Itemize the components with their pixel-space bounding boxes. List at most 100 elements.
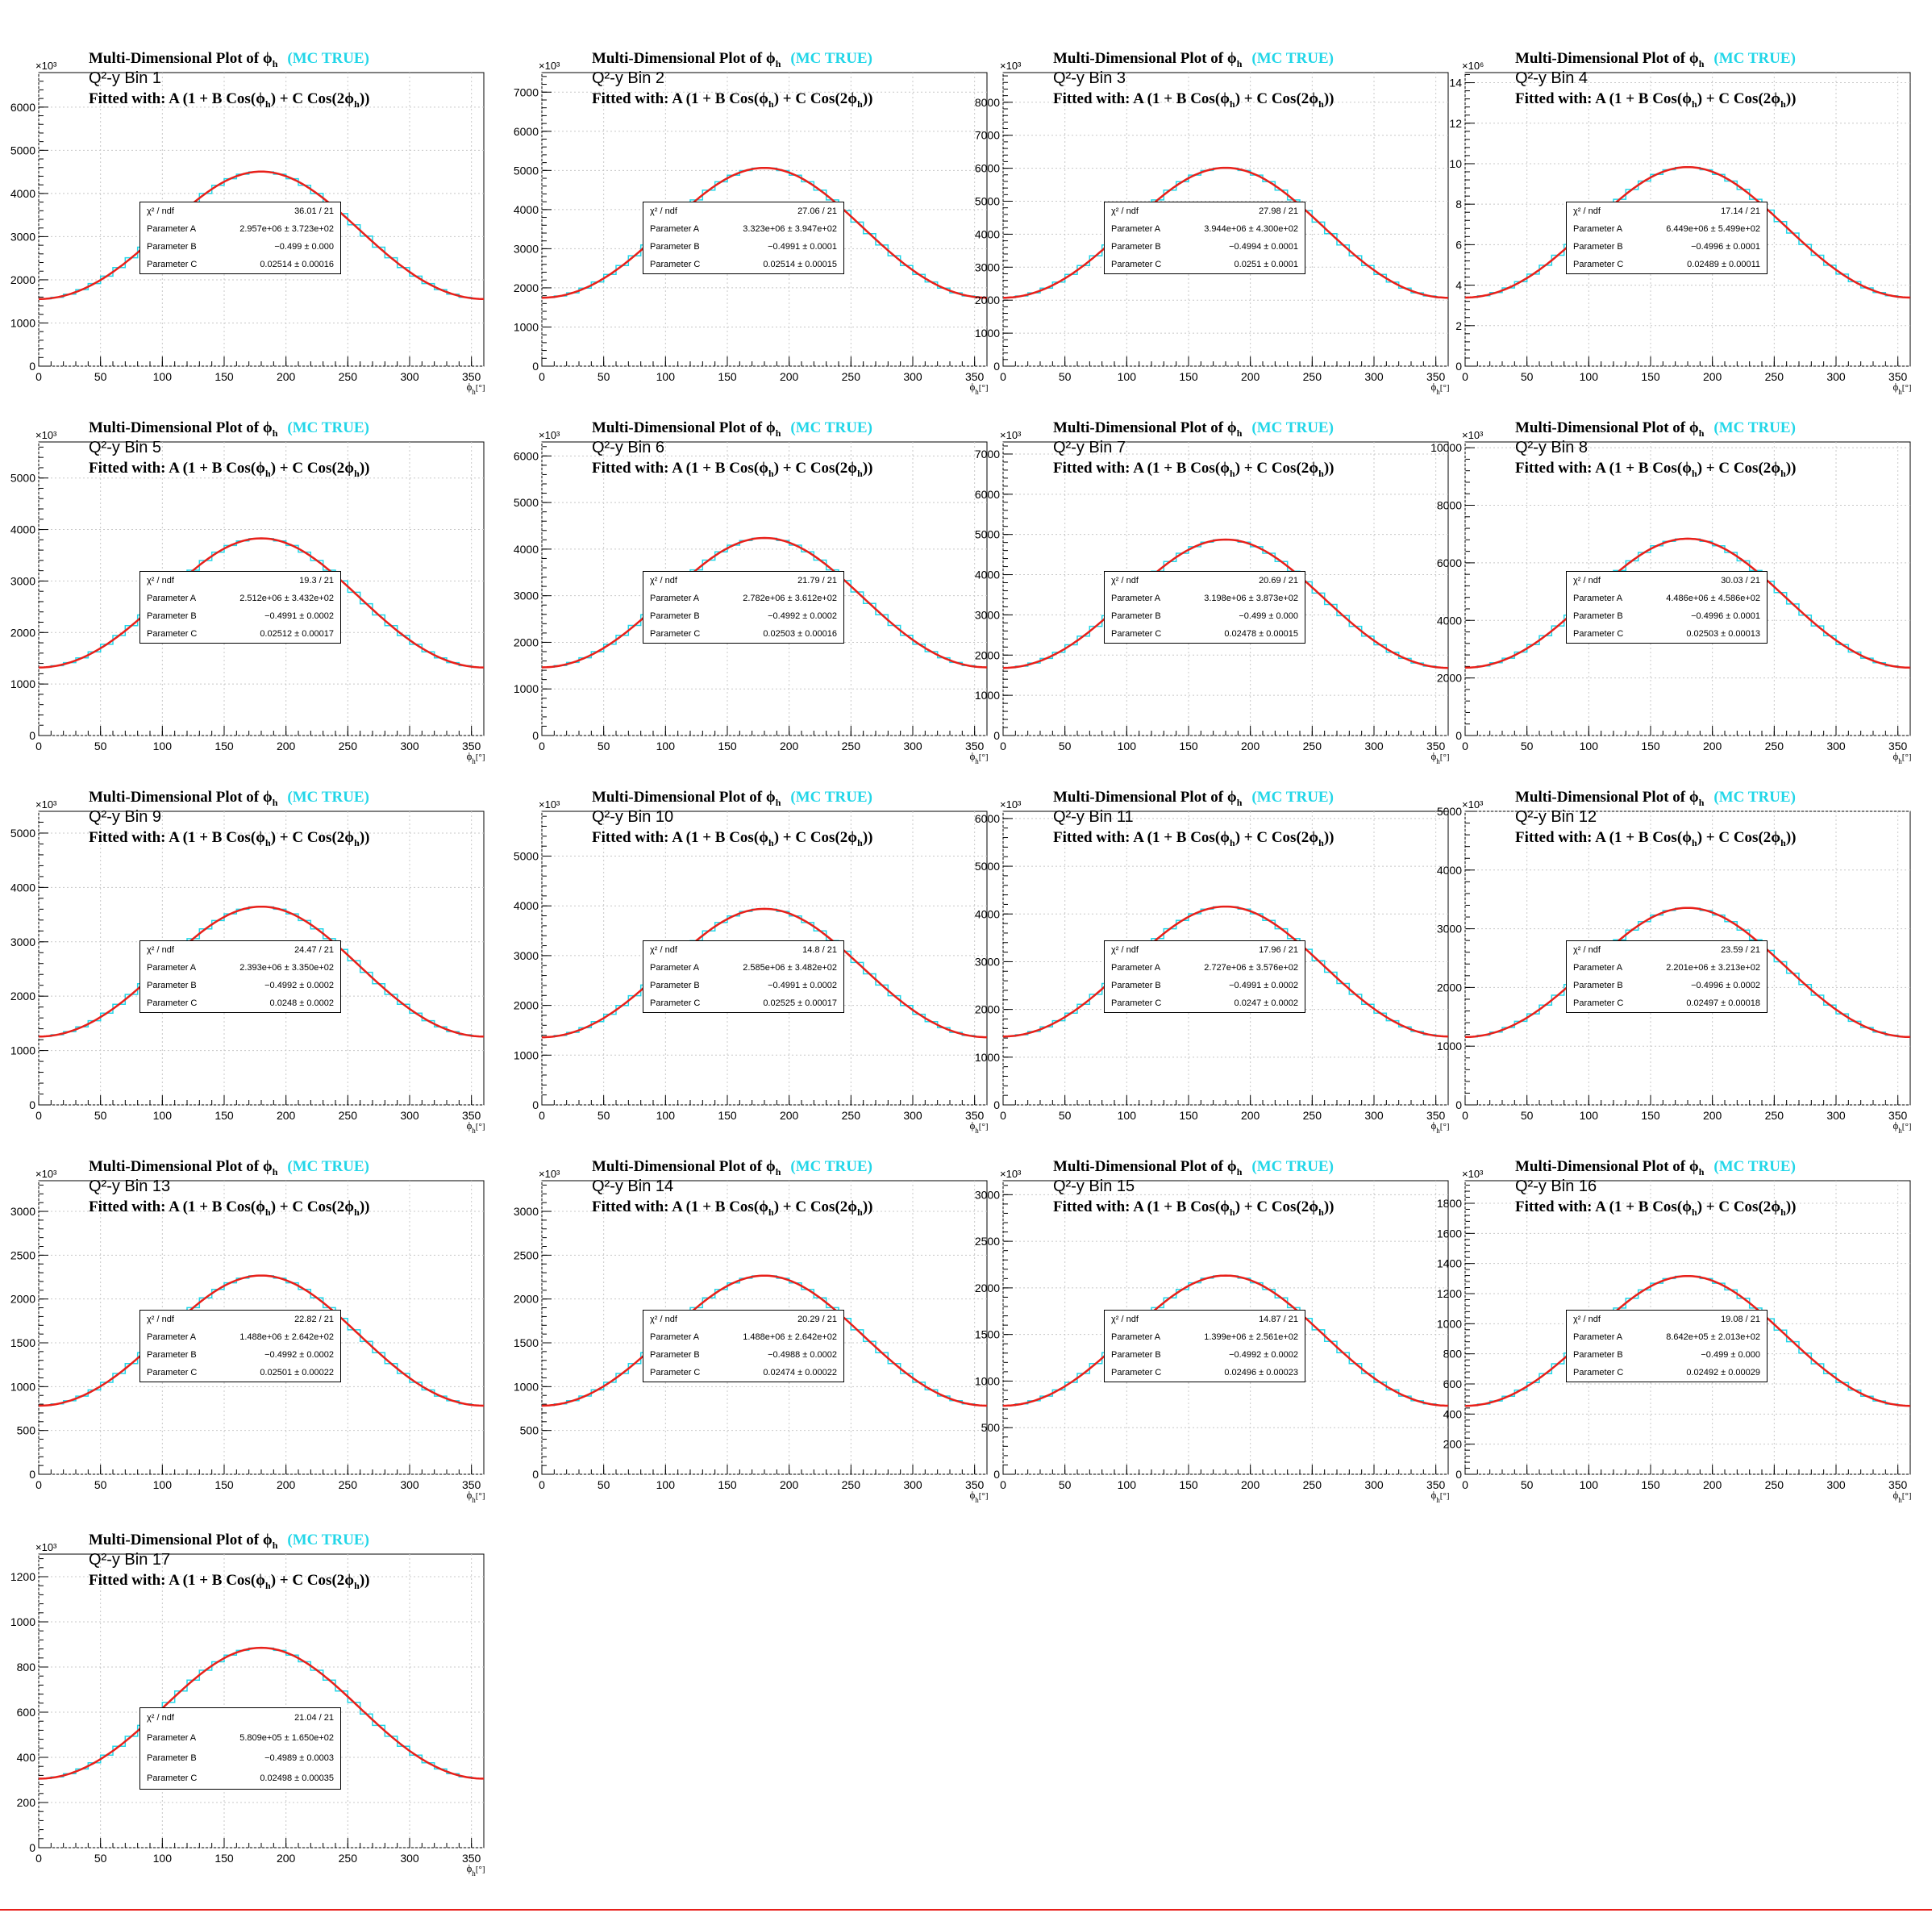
stats-label: Parameter C [1573,998,1624,1008]
fit-curve [542,907,987,1039]
stats-label: Parameter A [1111,594,1161,603]
stats-row: χ² / ndf 27.06 / 21 [643,202,843,220]
stats-value: 3.944e+06 ± 4.300e+02 [1204,224,1298,234]
x-tick-label: 100 [1118,1109,1137,1122]
x-tick-label: 50 [94,1852,107,1865]
fit-formula-part: ) + C Cos(2ϕ [1235,829,1319,846]
y-tick-label: 0 [29,1841,35,1854]
subscript: h [1780,467,1786,479]
stats-label: χ² / ndf [1111,945,1139,955]
y-tick-label: 2000 [975,1282,1000,1294]
stats-row: Parameter A 2.585e+06 ± 3.482e+02 [643,959,843,977]
fit-formula-label: Fitted with: A (1 + B Cos(ϕh) + C Cos(2ϕ… [89,1198,369,1219]
stats-value: 0.02496 ± 0.00023 [1224,1368,1298,1377]
fit-curve [1464,165,1911,299]
fit-formula-part: Fitted with: A (1 + B Cos(ϕ [1515,1198,1693,1215]
x-tick-label: 300 [1364,370,1384,383]
subscript: h [272,427,278,439]
stats-value: 19.08 / 21 [1721,1315,1760,1324]
x-axis-label: ϕh[°] [1430,1119,1449,1135]
y-tick-label: 4000 [10,523,35,536]
y-tick-label: 2000 [514,636,539,648]
y-tick-label: 7000 [514,85,539,98]
y-tick-label: 1000 [514,320,539,333]
x-tick-label: 100 [1580,1478,1599,1491]
x-tick-label: 50 [1059,370,1072,383]
x-tick-label: 350 [462,1852,481,1865]
x-tick-label: 0 [1462,740,1468,752]
fit-formula-part: ) + C Cos(2ϕ [270,1198,355,1215]
y-axis-exponent: ×10³ [1000,429,1022,441]
y-tick-label: 1000 [975,1374,1000,1387]
fit-formula-part: ) + C Cos(2ϕ [1697,829,1781,846]
stats-label: Parameter B [147,1753,197,1763]
fit-curve [541,1274,988,1407]
x-tick-label: 300 [1364,740,1384,752]
x-axis-label: ϕh[°] [1430,381,1449,396]
y-tick-label: 5000 [1437,805,1462,818]
x-tick-label: 0 [539,740,545,752]
x-tick-label: 350 [462,740,481,752]
x-tick-label: 150 [214,1478,234,1491]
x-tick-label: 300 [400,370,419,383]
title-phi: ϕ [765,789,776,806]
stats-row: χ² / ndf 21.04 / 21 [140,1708,340,1728]
fit-formula-part: Fitted with: A (1 + B Cos(ϕ [89,90,266,107]
y-axis-exponent: ×10³ [35,1541,57,1553]
fit-formula-part: )) [1323,829,1334,846]
fit-formula-part: ) + C Cos(2ϕ [773,90,858,107]
fit-formula-part: ) + C Cos(2ϕ [1697,460,1781,477]
stats-label: Parameter A [1573,224,1623,234]
fit-formula-part: )) [1323,1198,1334,1215]
stats-row: Parameter B −0.4991 ± 0.0002 [140,607,340,625]
stats-label: Parameter A [1573,1332,1623,1342]
fit-curve [1003,1274,1448,1407]
stats-value: −0.4992 ± 0.0002 [264,1350,334,1360]
y-tick-label: 1000 [10,1380,35,1393]
y-axis-exponent: ×10³ [1462,798,1484,811]
stats-value: 0.02503 ± 0.00013 [1686,629,1760,639]
x-tick-label: 100 [1580,1109,1599,1122]
stats-value: 2.782e+06 ± 3.612e+02 [743,594,837,603]
x-axis-label: ϕh[°] [1430,1489,1449,1504]
y-tick-label: 2000 [514,1293,539,1306]
panel-title: Multi-Dimensional Plot of ϕh (MC TRUE) [89,1532,369,1552]
stats-label: χ² / ndf [147,1713,174,1723]
fit-formula-label: Fitted with: A (1 + B Cos(ϕh) + C Cos(2ϕ… [1053,90,1334,110]
panel-title: Multi-Dimensional Plot of ϕh (MC TRUE) [1515,789,1796,809]
x-tick-label: 0 [35,370,42,383]
y-tick-label: 12 [1449,117,1462,130]
fit-formula-part: Fitted with: A (1 + B Cos(ϕ [89,1572,266,1589]
stats-row: χ² / ndf 20.29 / 21 [643,1311,843,1328]
title-text: Multi-Dimensional Plot of [592,419,763,436]
x-tick-label: 300 [400,740,419,752]
subscript: h [857,98,863,110]
stats-label: χ² / ndf [650,1315,677,1324]
x-tick-label: 150 [1179,740,1198,752]
bin-label: Q²-y Bin 11 [1053,808,1134,826]
panel-title: Multi-Dimensional Plot of ϕh (MC TRUE) [592,419,872,440]
subscript: h [1236,57,1243,69]
fit-formula-part: Fitted with: A (1 + B Cos(ϕ [1515,460,1693,477]
fit-curve [39,905,484,1038]
x-axis-label: ϕh[°] [466,381,485,396]
fit-panel-6: 0 1000 2000 3000 4000 5000 6000 0 50 100 150 200 250… [503,410,989,765]
x-tick-label: 150 [1179,1478,1198,1491]
x-tick-label: 200 [277,740,296,752]
stats-value: 2.585e+06 ± 3.482e+02 [743,963,837,973]
subscript: h [354,98,360,110]
stats-label: Parameter B [650,242,700,252]
x-tick-label: 150 [718,1478,737,1491]
y-tick-label: 10 [1449,157,1462,170]
y-axis-exponent: ×10³ [35,798,57,811]
stats-value: 0.0247 ± 0.0002 [1234,998,1298,1008]
y-axis-exponent: ×10³ [1000,798,1022,811]
stats-row: Parameter B −0.4996 ± 0.0001 [1567,607,1767,625]
stats-row: χ² / ndf 19.08 / 21 [1567,1311,1767,1328]
mc-true-label: (MC TRUE) [790,1158,872,1175]
stats-value: 20.69 / 21 [1259,576,1298,586]
y-tick-label: 2000 [1437,672,1462,685]
title-text: Multi-Dimensional Plot of [89,419,260,436]
stats-label: χ² / ndf [650,945,677,955]
fit-formula-label: Fitted with: A (1 + B Cos(ϕh) + C Cos(2ϕ… [89,460,369,480]
